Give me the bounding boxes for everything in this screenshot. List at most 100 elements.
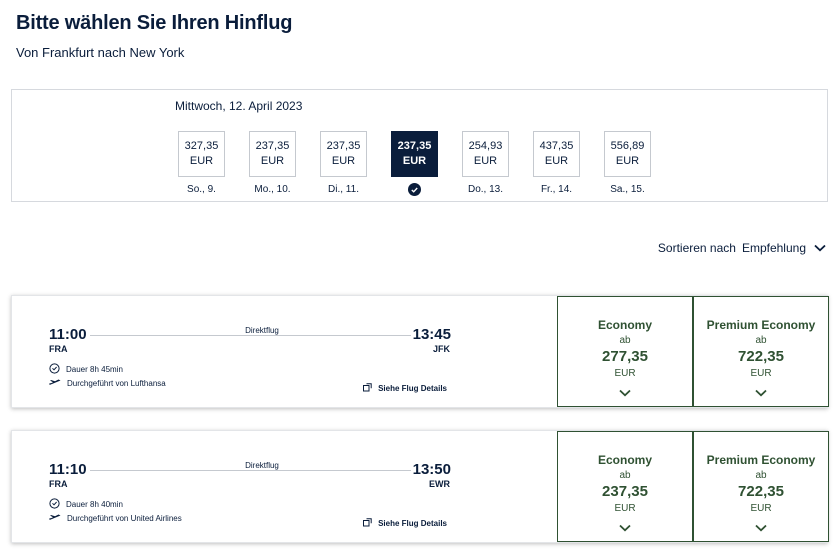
- chevron-down-icon[interactable]: [558, 524, 692, 532]
- details-text[interactable]: Siehe Flug Details: [378, 384, 447, 393]
- date-price-box: 556,89 EUR: [604, 131, 651, 177]
- chevron-down-icon[interactable]: [694, 389, 828, 397]
- date-option-thu-13[interactable]: 254,93 EUR Do., 13.: [462, 131, 509, 196]
- flight-duration: Dauer 8h 40min: [49, 498, 123, 511]
- date-currency: EUR: [402, 155, 427, 167]
- date-price-box: 437,35 EUR: [533, 131, 580, 177]
- fare-from: ab: [755, 335, 767, 346]
- date-option-fri-14[interactable]: 437,35 EUR Fr., 14.: [533, 131, 580, 196]
- fare-premium-economy[interactable]: Premium Economy ab 722,35 EUR: [693, 296, 829, 407]
- fare-class: Economy: [597, 453, 652, 467]
- fare-class: Premium Economy: [706, 318, 816, 332]
- sort-dropdown[interactable]: Sortieren nach Empfehlung: [658, 241, 826, 255]
- fare-currency: EUR: [750, 368, 772, 379]
- flight-info: 11:00 FRA Direktflug 13:45 JFK Dauer 8h …: [12, 296, 557, 407]
- fare-from: ab: [619, 335, 631, 346]
- fare-price: 237,35: [602, 483, 648, 500]
- chevron-down-icon[interactable]: [814, 244, 826, 252]
- operator-text: Durchgeführt von Lufthansa: [67, 378, 166, 388]
- page-subtitle: Von Frankfurt nach New York: [16, 45, 185, 60]
- chevron-down-icon[interactable]: [694, 524, 828, 532]
- date-price: 556,89: [610, 140, 645, 152]
- flight-details-link[interactable]: Siehe Flug Details: [363, 518, 447, 529]
- sort-value[interactable]: Empfehlung: [741, 241, 806, 255]
- date-currency: EUR: [473, 155, 498, 167]
- date-label: Sa., 15.: [610, 184, 645, 195]
- flight-duration: Dauer 8h 45min: [49, 363, 123, 376]
- operator-text: Durchgeführt von United Airlines: [67, 513, 182, 523]
- flight-card: 11:10 FRA Direktflug 13:50 EWR Dauer 8h …: [11, 430, 829, 543]
- route-line: [90, 335, 411, 336]
- date-selector: Mittwoch, 12. April 2023 327,35 EUR So.,…: [11, 89, 828, 202]
- fare-class: Economy: [597, 318, 652, 332]
- route-line: [90, 470, 411, 471]
- fare-price: 722,35: [738, 483, 784, 500]
- fare-currency: EUR: [614, 368, 636, 379]
- arrival-time: 13:45: [412, 326, 451, 343]
- duration-text: Dauer 8h 45min: [66, 365, 123, 374]
- flight-info: 11:10 FRA Direktflug 13:50 EWR Dauer 8h …: [12, 431, 557, 542]
- fare-economy[interactable]: Economy ab 277,35 EUR: [557, 296, 693, 407]
- date-label: Fr., 14.: [540, 184, 573, 195]
- fare-price: 277,35: [602, 348, 648, 365]
- departure-time: 11:00: [49, 326, 87, 343]
- departure-airport: FRA: [49, 479, 68, 489]
- sort-label: Sortieren nach: [657, 241, 736, 255]
- fare-from: ab: [619, 470, 631, 481]
- date-label: So., 9.: [187, 184, 216, 195]
- external-link-icon: [363, 383, 372, 394]
- duration-text: Dauer 8h 40min: [66, 500, 123, 509]
- arrival-airport: EWR: [429, 479, 450, 489]
- date-price-box: 327,35 EUR: [178, 131, 225, 177]
- date-option-wed-12-selected[interactable]: 237,35 EUR: [391, 131, 438, 196]
- date-currency: EUR: [189, 155, 214, 167]
- fare-premium-economy[interactable]: Premium Economy ab 722,35 EUR: [693, 431, 829, 542]
- stops-label: Direktflug: [245, 326, 279, 335]
- arrival-airport: JFK: [432, 344, 450, 354]
- plane-icon: [49, 513, 61, 523]
- date-selected-marker: [391, 183, 438, 196]
- departure-airport: FRA: [49, 344, 68, 354]
- date-price-box: 237,35 EUR: [320, 131, 367, 177]
- date-price: 237,35: [255, 140, 290, 152]
- date-label: Mo., 10.: [254, 184, 291, 195]
- date-price-box: 254,93 EUR: [462, 131, 509, 177]
- clock-icon: [49, 363, 60, 376]
- date-currency: EUR: [544, 155, 569, 167]
- flight-card: 11:00 FRA Direktflug 13:45 JFK Dauer 8h …: [11, 295, 829, 408]
- selected-date-heading: Mittwoch, 12. April 2023: [175, 99, 303, 113]
- fare-price: 722,35: [738, 348, 784, 365]
- details-text[interactable]: Siehe Flug Details: [378, 519, 447, 528]
- date-option-sun-9[interactable]: 327,35 EUR So., 9.: [178, 131, 225, 196]
- fare-class: Premium Economy: [706, 453, 816, 467]
- date-option-tue-11[interactable]: 237,35 EUR Di., 11.: [320, 131, 367, 196]
- clock-icon: [49, 498, 60, 511]
- page-title: Bitte wählen Sie Ihren Hinflug: [16, 12, 293, 34]
- date-price: 237,35: [397, 140, 432, 152]
- date-price: 254,93: [468, 140, 503, 152]
- fare-currency: EUR: [750, 503, 772, 514]
- departure-time: 11:10: [49, 461, 87, 478]
- chevron-down-icon[interactable]: [558, 389, 692, 397]
- fare-from: ab: [755, 470, 767, 481]
- external-link-icon: [363, 518, 372, 529]
- stops-label: Direktflug: [245, 461, 279, 470]
- date-currency: EUR: [615, 155, 640, 167]
- fare-economy[interactable]: Economy ab 237,35 EUR: [557, 431, 693, 542]
- date-price-box: 237,35 EUR: [249, 131, 296, 177]
- plane-icon: [49, 378, 61, 388]
- flight-details-link[interactable]: Siehe Flug Details: [363, 383, 447, 394]
- fare-currency: EUR: [614, 503, 636, 514]
- date-option-mon-10[interactable]: 237,35 EUR Mo., 10.: [249, 131, 296, 196]
- date-price-box: 237,35 EUR: [391, 131, 438, 177]
- date-price: 437,35: [539, 140, 574, 152]
- check-circle-icon: [408, 183, 421, 196]
- date-currency: EUR: [260, 155, 285, 167]
- date-price: 327,35: [184, 140, 219, 152]
- flight-operator: Durchgeführt von Lufthansa: [49, 378, 166, 388]
- date-label: Di., 11.: [328, 184, 359, 195]
- date-currency: EUR: [331, 155, 356, 167]
- date-label: Do., 13.: [467, 184, 504, 195]
- arrival-time: 13:50: [412, 461, 451, 478]
- date-option-sat-15[interactable]: 556,89 EUR Sa., 15.: [604, 131, 651, 196]
